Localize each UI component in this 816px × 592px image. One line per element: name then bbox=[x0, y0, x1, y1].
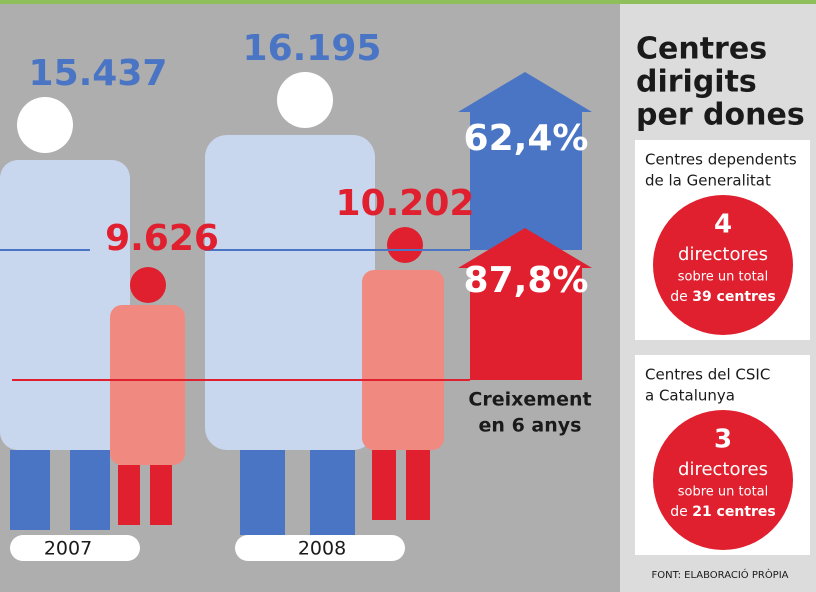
box-count: 3 bbox=[714, 425, 732, 455]
women-arrow bbox=[458, 228, 592, 380]
men-2008: 16.195 bbox=[243, 28, 382, 69]
year-label: 2007 bbox=[44, 538, 92, 560]
box-circle bbox=[653, 195, 793, 335]
women-2007: 9.626 bbox=[105, 218, 219, 259]
woman-2008 bbox=[362, 227, 444, 520]
man-2007 bbox=[0, 97, 130, 530]
box-heading: de la Generalitat bbox=[645, 172, 771, 190]
box-unit: directores bbox=[678, 459, 768, 480]
top-rule bbox=[0, 0, 816, 4]
women-2008: 10.202 bbox=[336, 183, 475, 224]
box-line: sobre un total bbox=[678, 270, 769, 285]
woman-2007 bbox=[110, 267, 185, 525]
growth-label: en 6 anys bbox=[479, 415, 582, 437]
box-total-value: 39 centres bbox=[692, 289, 776, 305]
side-title: dirigits bbox=[636, 65, 757, 100]
source: FONT: ELABORACIÓ PRÒPIA bbox=[651, 568, 788, 581]
box-heading: Centres del CSIC bbox=[645, 366, 770, 384]
side-title: Centres bbox=[636, 32, 767, 67]
box-heading: a Catalunya bbox=[645, 387, 735, 405]
year-bone bbox=[235, 535, 405, 561]
box-circle bbox=[653, 410, 793, 550]
man-2008 bbox=[205, 72, 375, 535]
growth-label: Creixement bbox=[468, 389, 591, 411]
year-label: 2008 bbox=[298, 538, 346, 560]
box-line: sobre un total bbox=[678, 485, 769, 500]
box-total-value: 21 centres bbox=[692, 504, 776, 520]
box-unit: directores bbox=[678, 244, 768, 265]
men-arrow bbox=[458, 72, 592, 250]
box-prefix: de bbox=[670, 504, 688, 520]
side-title: per dones bbox=[636, 98, 805, 133]
box-prefix: de bbox=[670, 289, 688, 305]
box-total: de 39 centres bbox=[670, 289, 776, 305]
year-bone bbox=[10, 535, 140, 561]
women-growth: 87,8% bbox=[464, 260, 589, 301]
men-growth: 62,4% bbox=[464, 118, 589, 159]
boxes: Centres dependents de la Generalitat 4 dire… bbox=[635, 140, 810, 555]
box-count: 4 bbox=[714, 210, 732, 240]
box-total: de 21 centres bbox=[670, 504, 776, 520]
men-2007: 15.437 bbox=[29, 53, 168, 94]
box-heading: Centres dependents bbox=[645, 151, 797, 169]
